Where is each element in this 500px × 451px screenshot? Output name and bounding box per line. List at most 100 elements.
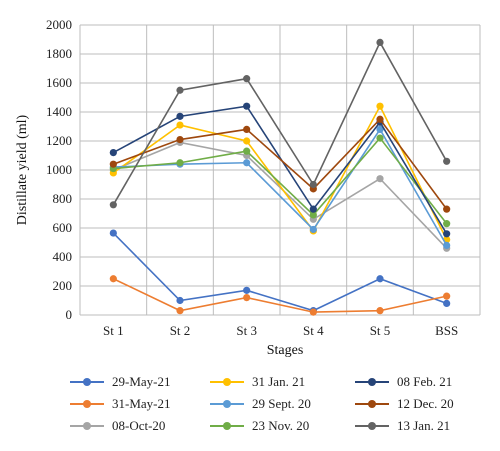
- legend-item: 31-May-21: [70, 396, 171, 412]
- data-point: [243, 137, 251, 145]
- data-point: [176, 159, 184, 167]
- series-line: [113, 141, 448, 249]
- x-tick-label: St 3: [236, 323, 257, 338]
- legend-label: 29-May-21: [112, 374, 171, 389]
- data-point: [443, 157, 451, 165]
- data-point: [376, 115, 384, 123]
- series-1: [109, 275, 451, 316]
- data-point: [443, 292, 451, 300]
- data-point: [176, 135, 184, 144]
- legend-item: 29 Sept. 20: [210, 396, 311, 412]
- series-line: [112, 104, 448, 240]
- legend-swatch: [355, 398, 389, 410]
- data-point: [109, 229, 117, 237]
- grid-lines: [79, 24, 481, 316]
- data-point: [243, 294, 251, 302]
- legend-label: 13 Jan. 21: [397, 418, 451, 433]
- data-point: [309, 211, 317, 219]
- legend-label: 12 Dec. 20: [397, 396, 454, 411]
- legend-item: 12 Dec. 20: [355, 396, 454, 412]
- y-tick-label: 2000: [46, 17, 72, 32]
- data-point: [376, 38, 384, 47]
- y-tick-label: 400: [53, 249, 73, 264]
- series-0: [109, 229, 451, 315]
- y-axis-ticks: 0 200 400 600 800 1000 1200 1400 1600 1800 2000: [46, 17, 72, 322]
- data-point: [243, 159, 251, 167]
- y-tick-label: 600: [53, 220, 73, 235]
- data-point: [243, 286, 251, 294]
- data-point: [376, 125, 384, 133]
- y-tick-label: 1200: [46, 133, 72, 148]
- data-point: [243, 147, 251, 155]
- legend-swatch: [355, 376, 389, 388]
- series-8: [109, 38, 451, 209]
- data-point: [176, 307, 184, 315]
- legend-item: 23 Nov. 20: [210, 418, 309, 434]
- y-tick-label: 1800: [46, 46, 72, 61]
- data-point: [176, 86, 184, 94]
- data-point: [309, 205, 317, 213]
- legend-swatch: [70, 376, 104, 388]
- data-point: [376, 275, 384, 283]
- series-line: [112, 40, 448, 206]
- legend-swatch: [210, 420, 244, 432]
- legend-item: 08-Oct-20: [70, 418, 165, 434]
- x-tick-label: St 5: [370, 323, 391, 338]
- data-point: [376, 134, 384, 142]
- data-point: [109, 201, 117, 209]
- data-point: [309, 180, 317, 189]
- legend-label: 29 Sept. 20: [252, 396, 311, 411]
- data-point: [309, 308, 317, 316]
- line-chart: 0 200 400 600 800 1000 1200 1400 1600 1800 2000 St…: [15, 17, 481, 358]
- legend-swatch: [210, 398, 244, 410]
- y-tick-label: 200: [53, 278, 73, 293]
- legend-label: 23 Nov. 20: [252, 418, 310, 433]
- y-axis-label: Distillate yield (ml): [15, 114, 30, 225]
- legend-label: 31 Jan. 21: [252, 374, 306, 389]
- y-tick-label: 0: [66, 307, 73, 322]
- legend-label: 08 Feb. 21: [397, 374, 453, 389]
- data-point: [443, 205, 451, 213]
- x-axis-ticks: St 1 St 2 St 3 St 4 St 5 BSS: [103, 323, 458, 338]
- data-point: [443, 220, 451, 228]
- y-tick-label: 1400: [46, 104, 72, 119]
- series-line: [113, 118, 448, 210]
- legend-swatch: [70, 398, 104, 410]
- data-point: [376, 175, 384, 183]
- x-tick-label: St 2: [170, 323, 191, 338]
- x-axis-label: Stages: [267, 343, 304, 358]
- y-tick-label: 1000: [46, 162, 72, 177]
- legend-item: 08 Feb. 21: [355, 374, 452, 390]
- data-point: [243, 102, 251, 110]
- legend-item: 29-May-21: [70, 374, 171, 390]
- data-point: [243, 125, 251, 133]
- y-tick-label: 1600: [46, 75, 72, 90]
- series-3: [109, 102, 451, 244]
- legend-swatch: [210, 376, 244, 388]
- data-point: [243, 75, 251, 83]
- data-point: [176, 121, 184, 129]
- data-point: [443, 299, 451, 307]
- series-line: [112, 105, 448, 235]
- data-point: [376, 102, 384, 110]
- data-point: [176, 112, 184, 120]
- legend-item: 13 Jan. 21: [355, 418, 450, 434]
- legend-item: 31 Jan. 21: [210, 374, 305, 390]
- series-line: [113, 127, 448, 246]
- series-line: [112, 278, 447, 313]
- x-tick-label: BSS: [435, 323, 458, 338]
- data-point: [109, 160, 117, 168]
- series-line: [113, 136, 448, 225]
- legend-swatch: [355, 420, 389, 432]
- data-point: [443, 230, 451, 238]
- data-point: [109, 149, 117, 157]
- y-tick-label: 800: [53, 191, 73, 206]
- data-point: [176, 296, 184, 305]
- data-point: [443, 241, 451, 249]
- data-point: [376, 307, 384, 315]
- series-line: [112, 232, 447, 312]
- series-group: [109, 38, 451, 316]
- x-tick-label: St 1: [103, 323, 124, 338]
- data-point: [309, 225, 317, 234]
- x-tick-label: St 4: [303, 323, 324, 338]
